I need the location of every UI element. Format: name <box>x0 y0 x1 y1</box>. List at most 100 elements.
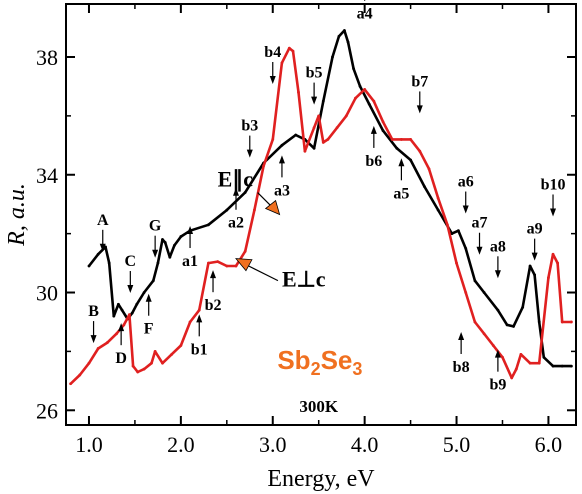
series-point <box>395 146 399 150</box>
peak-arrowhead <box>416 105 423 114</box>
series-point <box>312 126 316 130</box>
series-point <box>234 264 238 268</box>
polarization-arrowhead <box>264 199 281 216</box>
series-point <box>358 85 362 88</box>
x-tick-label: 2.0 <box>167 432 195 457</box>
series-point <box>150 361 153 365</box>
y-tick-label: 30 <box>36 281 58 306</box>
series-point <box>161 238 164 241</box>
peak-label: b3 <box>241 118 258 135</box>
series-point <box>510 376 514 380</box>
peak-label: a4 <box>357 6 373 23</box>
x-tick-label: 4.0 <box>351 432 379 457</box>
series-point <box>312 146 316 150</box>
series-point <box>271 138 275 141</box>
series-point <box>120 308 124 312</box>
polarization-label: E⊥c <box>282 267 326 292</box>
series-point <box>346 40 350 44</box>
series-point <box>287 46 291 50</box>
series-point <box>151 279 155 283</box>
series-point <box>297 90 300 94</box>
temperature-label: 300K <box>299 397 339 416</box>
series-point <box>464 291 468 294</box>
series-point <box>188 320 192 324</box>
series-point <box>131 364 135 368</box>
y-axis-label: R, a.u. <box>4 183 30 247</box>
peak-arrowhead <box>458 332 465 341</box>
series-point <box>303 149 307 153</box>
peak-arrowhead <box>269 75 276 84</box>
peak-arrowhead <box>196 314 203 323</box>
series-point <box>491 344 495 347</box>
series-point <box>542 355 546 359</box>
series-point <box>551 252 555 256</box>
series-point <box>96 252 100 256</box>
peak-arrowhead <box>233 187 239 196</box>
series-point <box>130 311 134 315</box>
series-layer <box>69 29 573 386</box>
peak-arrowhead <box>494 349 501 358</box>
peak-arrowhead <box>531 252 538 261</box>
peak-arrowhead <box>99 243 106 252</box>
series-point <box>317 114 321 118</box>
peak-label: a5 <box>393 185 409 202</box>
series-point <box>344 114 348 118</box>
peak-label: a6 <box>458 174 474 191</box>
series-point <box>69 382 72 386</box>
series-point <box>163 241 167 244</box>
peak-label: b5 <box>306 65 323 82</box>
series-point <box>482 332 486 336</box>
plot-frame <box>65 3 577 426</box>
series-point <box>115 332 118 336</box>
series-point <box>135 302 139 306</box>
series-point <box>153 349 157 353</box>
series-point <box>156 261 160 265</box>
series-point <box>560 320 564 324</box>
series-point <box>455 261 458 265</box>
series-point <box>116 302 120 306</box>
series-point <box>381 129 385 132</box>
series-point <box>326 138 330 141</box>
series-point <box>87 264 91 268</box>
peak-arrowhead <box>90 335 97 344</box>
series-point <box>533 273 537 277</box>
peak-label: C <box>125 253 137 270</box>
series-point <box>291 49 295 53</box>
series-point <box>78 373 82 377</box>
series-point <box>243 249 247 253</box>
series-point <box>409 138 412 141</box>
series-point <box>161 361 164 365</box>
series-point <box>122 323 126 327</box>
peak-label: b7 <box>411 73 428 90</box>
peak-label: D <box>115 350 127 367</box>
series-point <box>556 261 560 265</box>
series-point <box>418 149 422 153</box>
series-point <box>427 167 431 171</box>
series-point <box>367 102 371 106</box>
series-point <box>179 235 183 238</box>
series-point <box>173 244 176 247</box>
series-point <box>482 291 486 294</box>
series-point <box>335 126 339 130</box>
series-point <box>560 364 564 368</box>
series-point <box>142 367 146 371</box>
series-point <box>473 279 477 283</box>
series-point <box>87 361 91 365</box>
peak-label: A <box>97 212 109 229</box>
peak-label: b6 <box>365 153 382 170</box>
peak-arrowhead <box>398 158 405 167</box>
series-point <box>400 138 403 141</box>
series-point <box>464 246 468 250</box>
series-point <box>280 61 284 65</box>
peak-arrowhead <box>127 285 134 294</box>
peak-arrowhead <box>210 270 217 279</box>
peak-arrowhead <box>145 293 152 302</box>
series-point <box>207 223 210 227</box>
peak-arrowhead <box>476 246 483 255</box>
series-point <box>280 143 284 147</box>
series-point <box>372 99 376 103</box>
series-point <box>501 355 504 359</box>
peak-label: a8 <box>490 238 506 255</box>
